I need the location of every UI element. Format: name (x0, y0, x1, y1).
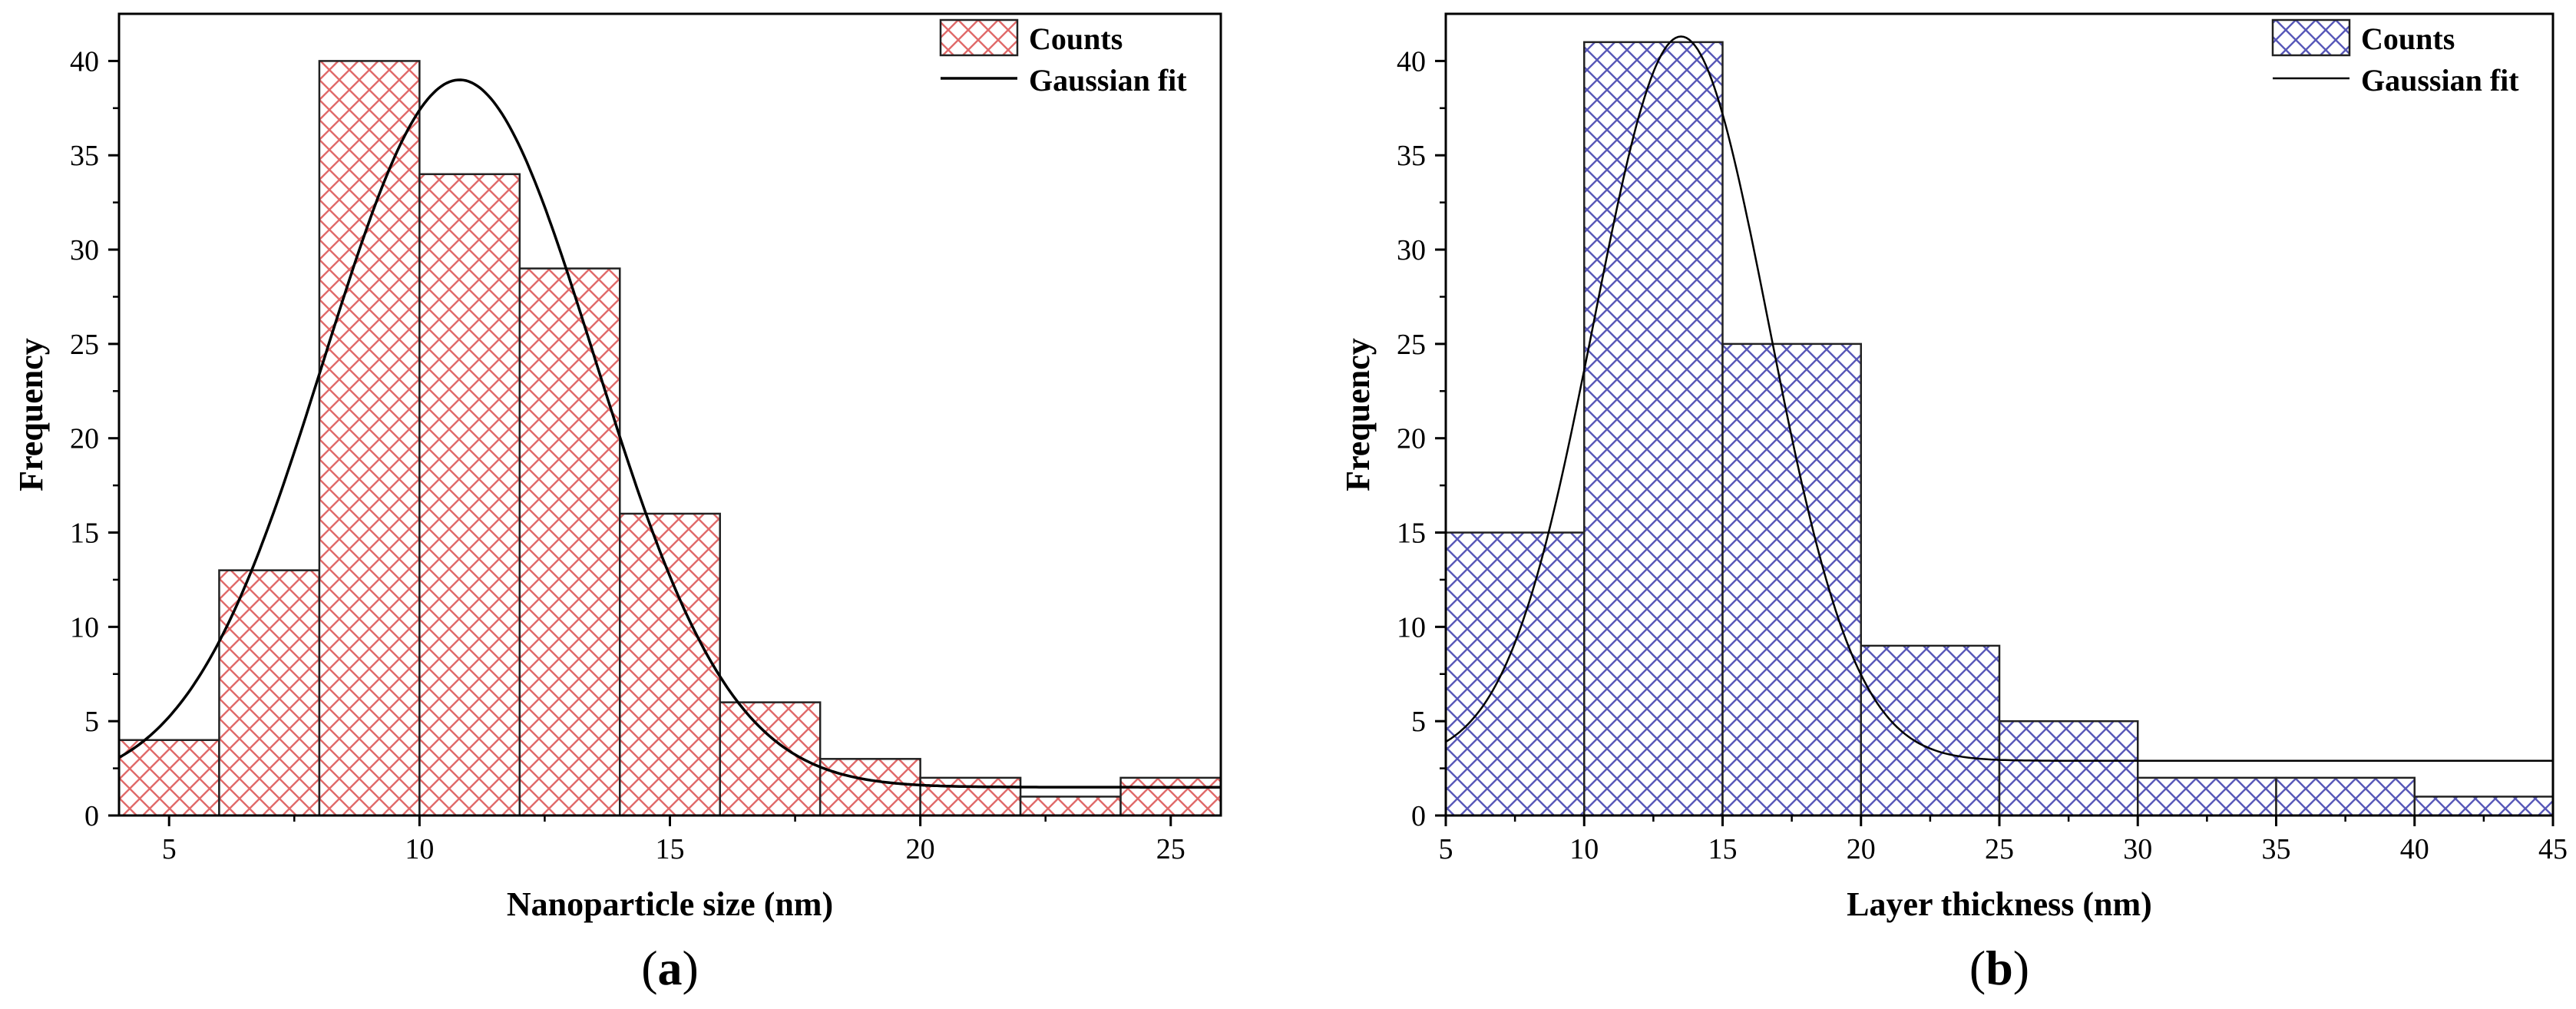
gaussian-fit-curve-a (118, 78, 1221, 789)
panel-label-close-a: ) (683, 941, 699, 995)
x-tick-label: 40 (2400, 833, 2429, 865)
bar-b-3 (1721, 342, 1862, 817)
bar-b-2 (1583, 41, 1724, 817)
y-tick-label: 15 (70, 518, 99, 550)
legend-swatch-counts-a (939, 18, 1019, 57)
y-tick-label: 25 (1397, 329, 1426, 361)
y-tick-label: 35 (70, 140, 99, 172)
x-tick-label: 35 (2262, 833, 2291, 865)
x-tick-label: 25 (1156, 833, 1185, 865)
y-tick-label: 30 (70, 234, 99, 266)
bar-a-10 (1019, 796, 1122, 817)
panel-label-letter-b: b (1986, 941, 2013, 995)
bar-a-8 (818, 758, 921, 817)
panel-label-open-a: ( (641, 941, 657, 995)
y-tick-label: 25 (70, 329, 99, 361)
bar-b-1 (1444, 531, 1586, 817)
bar-a-2 (218, 569, 321, 817)
x-ticks-a: 5 10 15 20 25 (162, 815, 1185, 865)
x-tick-label: 25 (1985, 833, 2014, 865)
y-tick-label: 20 (70, 423, 99, 455)
bar-a-5 (518, 267, 621, 817)
y-tick-label: 5 (1411, 706, 1426, 738)
panel-label-b: (b) (1969, 941, 2029, 995)
x-axis-title-b: Layer thickness (nm) (1847, 885, 2152, 923)
legend-swatch-counts-b (2271, 18, 2351, 57)
panel-label-open-b: ( (1969, 941, 1986, 995)
x-tick-label: 20 (906, 833, 935, 865)
bar-b-7 (2275, 776, 2416, 817)
panel-label-letter-a: a (658, 941, 683, 995)
bar-a-6 (619, 512, 721, 817)
y-axis-title-a: Frequency (12, 338, 50, 491)
y-tick-label: 0 (84, 800, 99, 832)
y-tick-label: 10 (70, 611, 99, 643)
bar-a-9 (919, 776, 1022, 817)
y-axis-title-b: Frequency (1339, 338, 1377, 491)
y-tick-label: 20 (1397, 423, 1426, 455)
x-tick-label: 10 (405, 833, 434, 865)
x-tick-label: 30 (2123, 833, 2152, 865)
y-ticks-a: 0 5 10 15 20 25 30 35 40 (70, 45, 119, 832)
legend-label-counts-b: Counts (2361, 22, 2455, 56)
x-ticks-b: 5 10 15 20 25 30 35 40 45 (1439, 815, 2568, 865)
x-tick-label: 20 (1847, 833, 1876, 865)
x-tick-label: 45 (2538, 833, 2568, 865)
gaussian-fit-curve-b (1445, 35, 2553, 763)
histogram-bars-b (1444, 41, 2555, 817)
y-tick-label: 15 (1397, 518, 1426, 550)
legend-label-fit-a: Gaussian fit (1029, 63, 1187, 98)
x-axis-title-a: Nanoparticle size (nm) (507, 885, 833, 923)
y-tick-label: 40 (70, 45, 99, 78)
bar-a-11 (1119, 776, 1222, 817)
panel-label-a: (a) (641, 941, 699, 995)
x-tick-label: 5 (1439, 833, 1453, 865)
histogram-bars-a (117, 60, 1222, 817)
legend-label-fit-b: Gaussian fit (2361, 63, 2519, 98)
y-ticks-b: 0 5 10 15 20 25 30 35 40 (1397, 45, 1446, 832)
y-tick-label: 35 (1397, 140, 1426, 172)
bar-a-4 (418, 173, 521, 817)
bar-b-8 (2413, 796, 2555, 817)
y-tick-label: 5 (84, 706, 99, 738)
bar-a-3 (318, 60, 421, 817)
x-tick-label: 10 (1569, 833, 1599, 865)
y-tick-label: 10 (1397, 611, 1426, 643)
panel-label-close-b: ) (2013, 941, 2029, 995)
bar-b-4 (1860, 644, 2001, 817)
legend-b: Counts Gaussian fit (2271, 18, 2519, 98)
legend-a: Counts Gaussian fit (939, 18, 1187, 98)
chart-a: 5 10 15 20 25 0 5 10 15 20 25 30 35 40 Nanoparticle … (12, 12, 1222, 995)
y-tick-label: 0 (1411, 800, 1426, 832)
x-tick-label: 15 (1708, 833, 1738, 865)
y-tick-label: 30 (1397, 234, 1426, 266)
x-tick-label: 15 (656, 833, 685, 865)
bar-b-5 (1998, 720, 2139, 817)
y-tick-label: 40 (1397, 45, 1426, 78)
bar-a-1 (117, 739, 220, 817)
x-tick-label: 5 (162, 833, 177, 865)
legend-label-counts-a: Counts (1029, 22, 1123, 56)
bar-b-6 (2137, 776, 2277, 817)
